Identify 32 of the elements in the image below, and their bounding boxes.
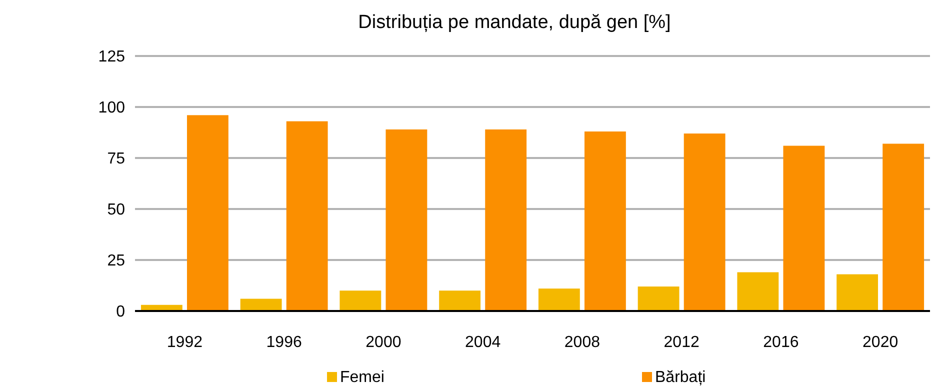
x-tick-label: 2020: [862, 334, 898, 351]
bar: [439, 290, 481, 311]
bar: [386, 129, 428, 311]
x-tick-label: 1992: [166, 334, 203, 351]
x-tick-label: 1996: [266, 334, 302, 351]
bar: [186, 115, 228, 311]
bar: [684, 134, 726, 311]
bar: [638, 286, 680, 311]
bar: [286, 121, 328, 311]
y-tick-label: 25: [107, 252, 126, 270]
bar: [783, 146, 825, 311]
bar: [584, 131, 626, 311]
legend-label: Femei: [340, 369, 384, 386]
bar: [538, 288, 580, 311]
x-tick-label: 2012: [664, 334, 700, 351]
bar: [485, 129, 527, 311]
legend-label: Bărbați: [655, 369, 706, 386]
chart-title: Distribuția pe mandate, după gen [%]: [358, 12, 671, 33]
x-tick-label: 2004: [465, 334, 501, 351]
bar: [340, 290, 382, 311]
bar: [737, 272, 779, 311]
y-tick-label: 100: [98, 100, 126, 117]
x-tick-label: 2016: [763, 334, 799, 351]
y-tick-label: 50: [107, 202, 126, 219]
y-tick-label: 0: [116, 304, 126, 321]
bar: [836, 274, 878, 311]
y-tick-label: 75: [107, 150, 126, 168]
x-tick-label: 2008: [564, 334, 600, 351]
bar: [240, 298, 282, 311]
bar: [882, 144, 924, 311]
x-tick-label: 2000: [366, 334, 402, 351]
y-tick-label: 125: [98, 48, 126, 66]
